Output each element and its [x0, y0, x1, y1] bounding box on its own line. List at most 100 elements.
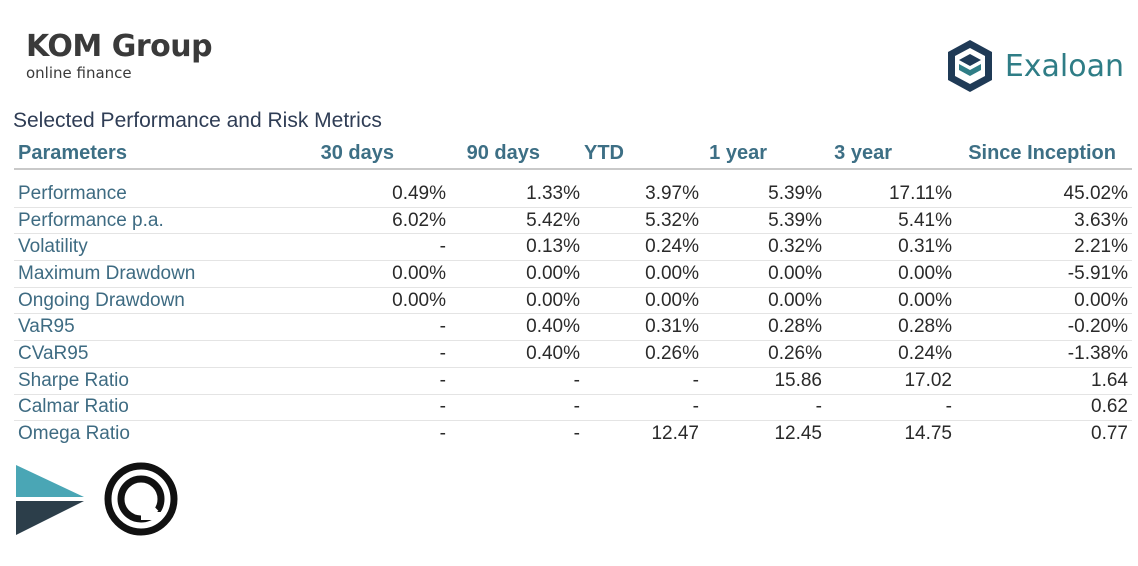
column-header-ytd: YTD	[584, 141, 624, 164]
metric-value: -	[573, 423, 580, 445]
metric-value: 17.02	[822, 367, 952, 395]
metric-value: -	[256, 313, 446, 342]
metric-value: -	[256, 233, 446, 262]
metric-value: 0.31%	[580, 313, 699, 342]
column-header-1-year: 1 year	[709, 141, 767, 164]
metric-value: 0.26%	[699, 340, 822, 368]
metric-value: 0.00%	[256, 260, 446, 288]
table-row: Performance 0.49% 1.33% 3.97% 5.39% 17.11% 45.…	[14, 181, 1132, 208]
metric-value: 2.21%	[952, 233, 1132, 262]
metric-value: 0.40%	[446, 313, 580, 342]
metric-value: 0.00%	[822, 287, 952, 315]
metrics-table: Parameters 30 days 90 days YTD 1 year 3 …	[14, 138, 1132, 447]
spacer-cell	[14, 169, 1132, 181]
metric-value: 45.02%	[952, 181, 1132, 208]
row-label: Volatility	[14, 233, 256, 262]
row-label: CVaR95	[14, 340, 256, 368]
table-row: VaR95-0.40% 0.31% 0.28% 0.28% -0.20%	[14, 313, 1132, 342]
metric-value: 5.39%	[699, 207, 822, 235]
metric-value: 0.62	[952, 394, 1132, 422]
metric-value: 0.49%	[256, 181, 446, 208]
row-label: Maximum Drawdown	[14, 260, 256, 288]
table-row: Calmar Ratio - - - - -0.62	[14, 394, 1132, 422]
kom-group-tagline: online finance	[26, 64, 132, 82]
metric-value: 0.28%	[699, 313, 822, 342]
metric-value: 0.31%	[822, 233, 952, 262]
table-spacer	[14, 169, 1132, 181]
partner-logos	[14, 462, 178, 541]
column-header-30-days: 30 days	[320, 141, 394, 164]
kom-group-name: KOM Group	[26, 29, 213, 64]
kom-group-logo: KOM Group online finance	[26, 29, 213, 83]
metric-value: -	[699, 394, 822, 422]
metric-value: -0.20%	[952, 313, 1132, 342]
metric-value: 12.45	[774, 423, 822, 445]
table-row: Ongoing Drawdown 0.00% 0.00% 0.00% 0.00% 0.00…	[14, 287, 1132, 315]
metric-value: 3.97%	[580, 181, 699, 208]
row-label: Ongoing Drawdown	[14, 287, 256, 315]
metric-value: 0.00%	[446, 260, 580, 288]
metric-value: -5.91%	[952, 260, 1132, 288]
metric-value: 0.00%	[699, 260, 822, 288]
table-row: Volatility -0.13% 0.24% 0.32% 0.31% 2.21%	[14, 233, 1132, 262]
metric-value: 0.00%	[822, 260, 952, 288]
metric-value: -	[256, 394, 446, 422]
table-row: Omega Ratio - - 12.47 12.45 14.75 0.77	[14, 421, 1132, 447]
metric-value: -1.38%	[952, 340, 1132, 368]
metric-value: -	[446, 367, 580, 395]
table-row: Performance p.a. 6.02% 5.42% 5.32% 5.39% 5.41…	[14, 207, 1132, 235]
metric-value: -	[446, 394, 580, 422]
row-label: Performance p.a.	[14, 207, 256, 235]
row-label: Sharpe Ratio	[14, 367, 256, 395]
table-row: Sharpe Ratio - - -15.86 17.02 1.64	[14, 367, 1132, 395]
metric-value: 5.32%	[580, 207, 699, 235]
metric-value: 0.00%	[446, 287, 580, 315]
metric-value: 1.33%	[446, 181, 580, 208]
metric-value: 0.24%	[822, 340, 952, 368]
table-title: Selected Performance and Risk Metrics	[13, 109, 382, 132]
row-label: Performance	[14, 181, 256, 208]
metric-value: 0.24%	[580, 233, 699, 262]
column-header-3-year: 3 year	[834, 141, 892, 164]
metric-value: 12.47	[651, 423, 699, 445]
column-header-90-days: 90 days	[466, 141, 540, 164]
metric-value: 0.28%	[822, 313, 952, 342]
metric-value: 0.00%	[699, 287, 822, 315]
metric-value: 0.26%	[580, 340, 699, 368]
metric-value: 1.64	[952, 367, 1132, 395]
metric-value: 0.00%	[580, 287, 699, 315]
hexagon-cube-icon	[947, 40, 992, 92]
metric-value: 17.11%	[822, 181, 952, 208]
metric-value: -	[256, 340, 446, 368]
metric-value: 0.00%	[580, 260, 699, 288]
table-row: CVaR95-0.40% 0.26% 0.26% 0.24% -1.38%	[14, 340, 1132, 368]
arrow-logo-icon	[14, 463, 86, 540]
metric-value: 5.41%	[822, 207, 952, 235]
metric-value: 15.86	[699, 367, 822, 395]
metric-value: 0.00%	[952, 287, 1132, 315]
metric-value: -	[439, 423, 446, 445]
metric-value: 14.75	[904, 423, 952, 445]
metric-value: 6.02%	[256, 207, 446, 235]
row-label: Calmar Ratio	[14, 394, 256, 422]
metric-value: -	[256, 367, 446, 395]
metric-value: 0.00%	[256, 287, 446, 315]
metric-value: -	[580, 367, 699, 395]
column-header-since-inception: Since Inception	[968, 141, 1116, 164]
metric-value: -	[822, 394, 952, 422]
metric-value: 5.39%	[699, 181, 822, 208]
column-header-parameters: Parameters	[18, 141, 127, 164]
metric-value: -	[580, 394, 699, 422]
concentric-ring-logo-icon	[104, 462, 178, 541]
metric-value: 0.13%	[446, 233, 580, 262]
table-row: Maximum Drawdown 0.00% 0.00% 0.00% 0.00% 0.00…	[14, 260, 1132, 288]
exaloan-name: Exaloan	[1004, 48, 1124, 84]
metric-value: 0.77	[1091, 423, 1128, 445]
row-label: Omega Ratio	[18, 423, 130, 445]
metric-value: 0.40%	[446, 340, 580, 368]
row-label: VaR95	[14, 313, 256, 342]
metric-value: 5.42%	[446, 207, 580, 235]
table-header-row: Parameters 30 days 90 days YTD 1 year 3 …	[14, 138, 1132, 169]
exaloan-logo: Exaloan	[945, 38, 1124, 94]
metric-value: 3.63%	[952, 207, 1132, 235]
